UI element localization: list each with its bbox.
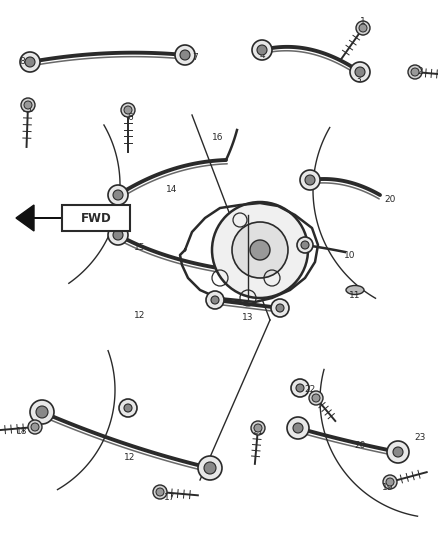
Circle shape (121, 103, 135, 117)
Circle shape (113, 190, 123, 200)
Circle shape (287, 417, 309, 439)
Text: 2: 2 (417, 68, 423, 77)
Circle shape (296, 384, 304, 392)
Circle shape (175, 45, 195, 65)
Circle shape (198, 456, 222, 480)
Text: 9: 9 (209, 464, 215, 472)
Circle shape (359, 24, 367, 32)
Circle shape (30, 400, 54, 424)
Circle shape (25, 57, 35, 67)
Circle shape (252, 40, 272, 60)
Text: 3: 3 (355, 76, 361, 85)
Circle shape (257, 45, 267, 55)
Circle shape (355, 67, 365, 77)
Circle shape (211, 296, 219, 304)
Circle shape (20, 52, 40, 72)
Text: 10: 10 (344, 251, 356, 260)
Text: 17: 17 (164, 494, 176, 503)
FancyBboxPatch shape (62, 205, 130, 231)
Text: 6: 6 (127, 114, 133, 123)
Circle shape (204, 462, 216, 474)
Text: 9: 9 (125, 406, 131, 415)
Circle shape (276, 304, 284, 312)
Circle shape (124, 106, 132, 114)
Circle shape (356, 21, 370, 35)
Circle shape (108, 185, 128, 205)
Circle shape (113, 230, 123, 240)
Circle shape (119, 399, 137, 417)
Text: 14: 14 (166, 185, 178, 195)
Text: 16: 16 (212, 133, 224, 142)
Text: 21: 21 (252, 427, 264, 437)
Circle shape (254, 424, 262, 432)
Circle shape (300, 170, 320, 190)
Circle shape (24, 101, 32, 109)
Circle shape (21, 98, 35, 112)
Circle shape (31, 423, 39, 431)
Text: 4: 4 (259, 51, 265, 60)
Circle shape (293, 423, 303, 433)
Text: 13: 13 (242, 313, 254, 322)
Circle shape (312, 394, 320, 402)
Circle shape (411, 68, 419, 76)
Circle shape (271, 299, 289, 317)
Circle shape (108, 225, 128, 245)
Circle shape (232, 222, 288, 278)
Circle shape (250, 240, 270, 260)
Text: 12: 12 (134, 311, 146, 319)
Text: 5: 5 (25, 106, 31, 115)
Text: 12: 12 (124, 454, 136, 463)
Text: 18: 18 (16, 427, 28, 437)
Circle shape (153, 485, 167, 499)
Circle shape (297, 237, 313, 253)
Circle shape (387, 441, 409, 463)
Text: 19: 19 (382, 483, 394, 492)
Circle shape (28, 420, 42, 434)
Circle shape (350, 62, 370, 82)
Circle shape (383, 475, 397, 489)
Ellipse shape (346, 286, 364, 295)
Circle shape (305, 175, 315, 185)
Polygon shape (16, 205, 62, 231)
Circle shape (180, 50, 190, 60)
Circle shape (156, 488, 164, 496)
Circle shape (212, 202, 308, 298)
Text: 11: 11 (349, 290, 361, 300)
Text: 22: 22 (304, 385, 316, 394)
Circle shape (309, 391, 323, 405)
Circle shape (206, 291, 224, 309)
Text: 20: 20 (384, 196, 396, 205)
Text: 1: 1 (360, 18, 366, 27)
Circle shape (291, 379, 309, 397)
Circle shape (393, 447, 403, 457)
Text: 23: 23 (414, 433, 426, 442)
Text: 8: 8 (19, 58, 25, 67)
Circle shape (251, 421, 265, 435)
Text: 20: 20 (354, 440, 366, 449)
Circle shape (408, 65, 422, 79)
Circle shape (386, 478, 394, 486)
Text: 15: 15 (134, 244, 146, 253)
Circle shape (36, 406, 48, 418)
Circle shape (124, 404, 132, 412)
Text: FWD: FWD (81, 212, 111, 224)
Text: 7: 7 (192, 53, 198, 62)
Circle shape (301, 241, 309, 249)
